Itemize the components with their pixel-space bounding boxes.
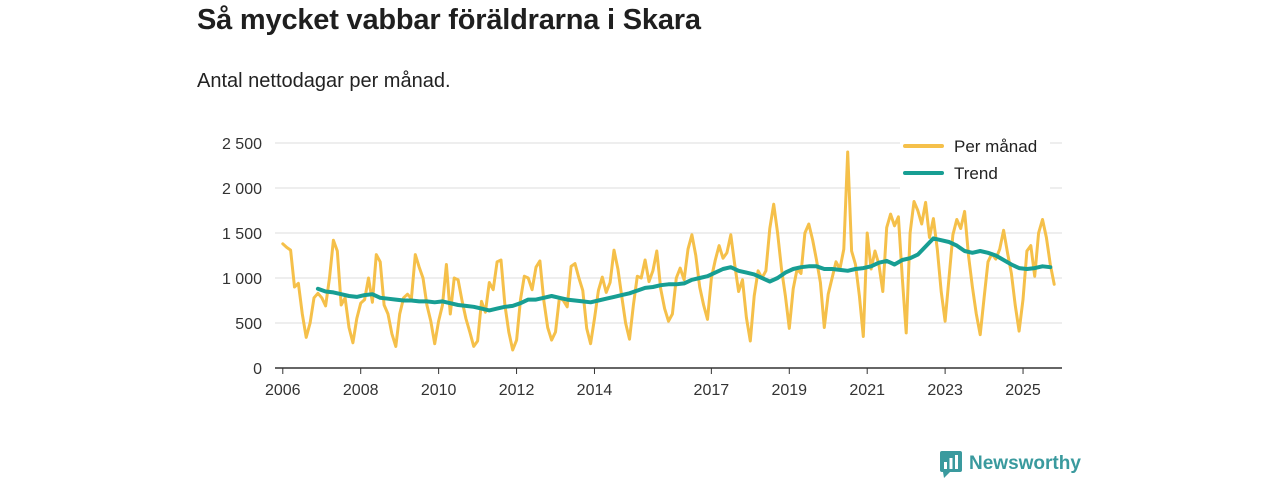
legend-background [900,132,1050,190]
x-tick-label: 2025 [1005,382,1041,399]
y-tick-label: 500 [235,316,262,333]
x-tick-label: 2023 [927,382,963,399]
x-tick-label: 2017 [694,382,730,399]
y-tick-label: 0 [253,361,262,378]
x-tick-label: 2012 [499,382,535,399]
series-lines [281,150,1056,352]
axes [275,367,1062,374]
x-tick-label: 2021 [849,382,885,399]
y-tick-label: 1 500 [222,226,262,243]
y-tick-label: 1 000 [222,271,262,288]
x-tick-label: 2010 [421,382,457,399]
x-tick-labels: 2006 2008 2010 2012 2014 2017 2019 2021 2023 2025 [265,382,1041,399]
brand-logo: Newsworthy [939,450,1081,478]
y-tick-labels: 0 500 1 000 1 500 2 000 2 500 [222,136,262,378]
y-tick-label: 2 000 [222,181,262,198]
x-tick-label: 2019 [771,382,807,399]
legend-label: Trend [954,164,998,183]
brand-name: Newsworthy [969,453,1081,474]
legend-label: Per månad [954,137,1037,156]
legend: Per månad Trend [900,132,1050,190]
x-tick-label: 2014 [577,382,613,399]
chart-subtitle: Antal nettodagar per månad. [197,70,451,92]
x-tick-label: 2006 [265,382,301,399]
x-tick-label: 2008 [343,382,379,399]
series-line-trend [315,236,1053,313]
newsworthy-logo-icon [940,451,962,478]
y-tick-label: 2 500 [222,136,262,153]
chart-title: Så mycket vabbar föräldrarna i Skara [197,4,701,36]
